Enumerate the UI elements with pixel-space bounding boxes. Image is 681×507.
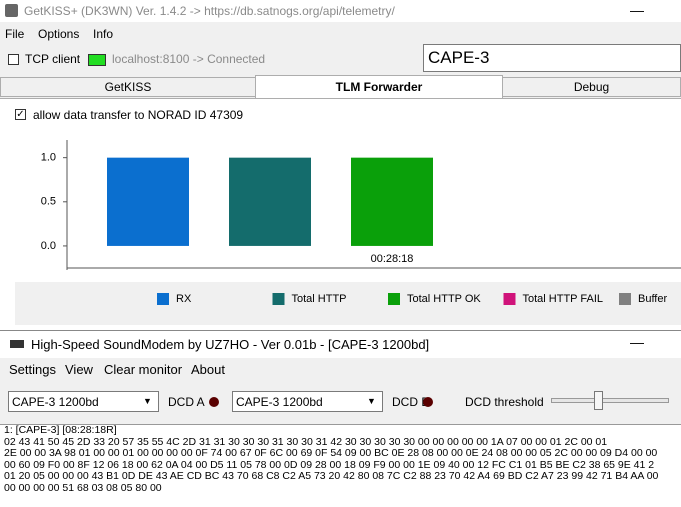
slider-track [551,398,669,403]
menu-item[interactable]: Clear monitor [104,362,183,377]
legend-label: Total HTTP FAIL [523,293,604,305]
modem-select[interactable]: CAPE-3 1200bd [8,391,159,412]
menu-item[interactable]: Settings [9,362,56,377]
y-tick-label: 1.0 [41,152,56,164]
title-bar [0,331,681,358]
dcd-label: DCD A [168,395,205,409]
app-icon [10,340,24,348]
monitor-line: 2E 00 00 3A 98 01 00 00 01 00 00 00 00 0… [4,447,658,459]
legend-swatch [619,293,631,305]
monitor-line: 00 00 00 00 51 68 03 08 05 80 00 [4,481,162,494]
menu-item[interactable]: File [5,27,25,41]
legend-swatch [388,293,400,305]
app-icon [5,4,18,17]
legend-label: Total HTTP [292,293,347,305]
checkbox-label: allow data transfer to NORAD ID 47309 [33,108,244,122]
tab[interactable]: Debug [502,77,681,97]
modem-select[interactable]: CAPE-3 1200bd [232,391,383,412]
status-led [88,54,106,66]
dcd-label: DCD B [392,395,430,409]
monitor-line: 01 20 05 00 00 00 43 B1 0D DE 43 AE CD B… [4,470,659,482]
threshold-label: DCD threshold [465,395,544,409]
bar [107,157,189,246]
dropdown-arrow[interactable]: ▼ [143,396,152,406]
checkbox-checked[interactable]: ✓ [15,109,26,120]
y-tick-label: 0.0 [41,240,56,252]
slider-thumb[interactable] [594,391,603,410]
connection-status: localhost:8100 -> Connected [112,52,266,66]
monitor: 1: [CAPE-3] [08:28:18R] 02 43 41 50 45 2… [0,424,681,507]
window-title: High-Speed SoundModem by UZ7HO - Ver 0.0… [31,337,430,352]
window-title: GetKISS+ (DK3WN) Ver. 1.4.2 -> https://d… [24,4,395,18]
title-bar [0,0,681,22]
legend-swatch [503,293,516,305]
dcd-led [209,397,219,407]
tab-active[interactable]: TLM Forwarder [255,75,503,99]
y-tick-label: 0.5 [41,196,56,208]
bar [229,157,311,246]
menu-item[interactable]: Options [38,27,80,41]
dropdown-arrow[interactable]: ▼ [367,396,376,406]
x-tick-label: 00:28:18 [371,253,414,265]
dcd-led [423,397,433,407]
menu-item[interactable]: View [65,362,93,377]
legend-swatch [272,293,285,305]
monitor-line: 00 60 09 F0 00 8F 12 06 18 00 62 0A 04 0… [4,458,655,471]
legend-label: RX [176,293,192,305]
legend-label: Buffer [638,293,667,305]
bar [351,157,433,246]
chart: 0.0 0.5 1.0 00:28:18 RX Total HTTP Total HTTP … [15,130,681,305]
minimize[interactable]: — [630,2,644,18]
menu-item[interactable]: About [191,362,225,377]
satellite-field[interactable]: CAPE-3 [423,44,681,72]
checkbox-label: TCP client [25,52,81,66]
menu-item[interactable]: Info [93,27,114,41]
monitor-line: 02 43 41 50 45 2D 33 20 57 35 55 4C 2D 3… [4,435,608,448]
checkbox[interactable] [8,54,19,65]
minimize[interactable]: — [630,334,644,350]
legend-swatch [157,293,169,305]
legend-label: Total HTTP OK [407,293,481,305]
tab[interactable]: GetKISS [0,77,256,97]
monitor-line: 1: [CAPE-3] [08:28:18R] [4,424,117,436]
